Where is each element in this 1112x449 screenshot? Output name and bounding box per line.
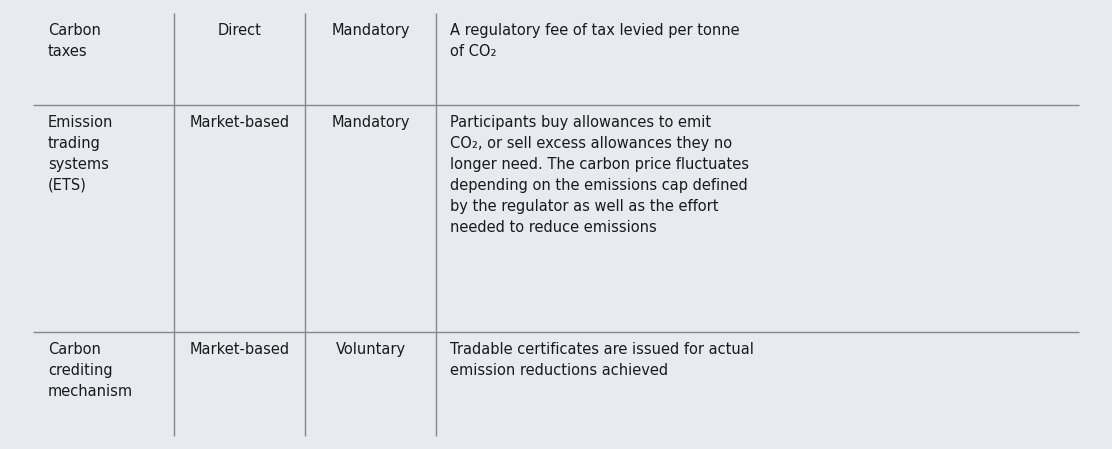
Text: Mandatory: Mandatory: [331, 115, 409, 130]
Text: Direct: Direct: [218, 23, 261, 38]
Text: Market-based: Market-based: [190, 115, 290, 130]
Text: Emission
trading
systems
(ETS): Emission trading systems (ETS): [48, 115, 113, 193]
Text: Participants buy allowances to emit
CO₂, or sell excess allowances they no
longe: Participants buy allowances to emit CO₂,…: [450, 115, 749, 235]
Text: Mandatory: Mandatory: [331, 23, 409, 38]
Text: Voluntary: Voluntary: [336, 342, 406, 357]
Text: A regulatory fee of tax levied per tonne
of CO₂: A regulatory fee of tax levied per tonne…: [450, 23, 739, 59]
Text: Tradable certificates are issued for actual
emission reductions achieved: Tradable certificates are issued for act…: [450, 342, 754, 378]
Text: Market-based: Market-based: [190, 342, 290, 357]
Text: Carbon
taxes: Carbon taxes: [48, 23, 101, 59]
Text: Carbon
crediting
mechanism: Carbon crediting mechanism: [48, 342, 133, 399]
